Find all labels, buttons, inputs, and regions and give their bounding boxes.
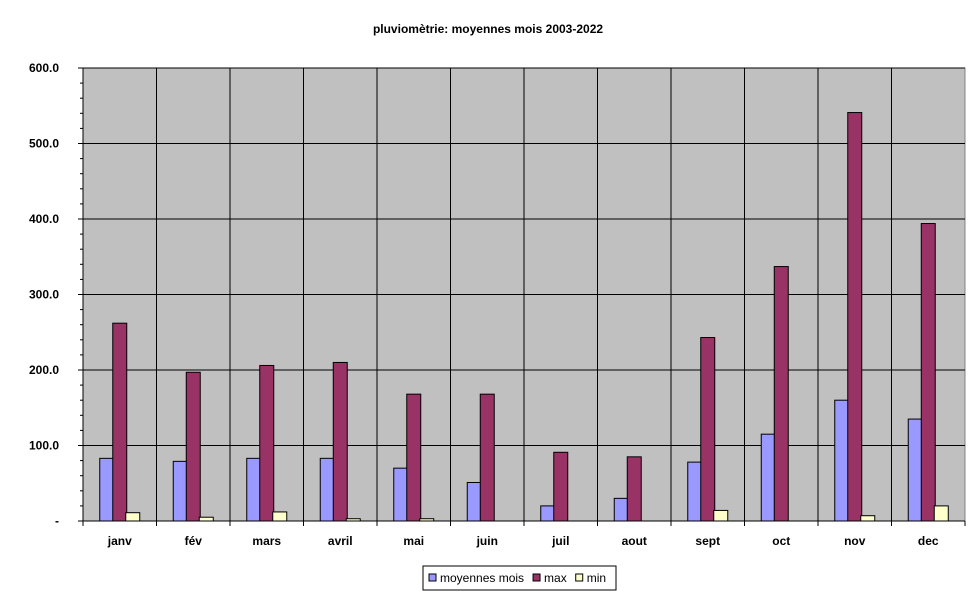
bar-moyennes-mois-juin: [466, 481, 482, 522]
y-tick-label: -: [55, 514, 59, 528]
x-tick-label-mai: mai: [403, 534, 424, 548]
x-tick-label-avril: avril: [328, 534, 353, 548]
bar-min-mars: [272, 511, 288, 522]
bar-max-nov: [847, 112, 863, 522]
bar-moyennes-mois-oct: [760, 433, 776, 522]
legend-swatch-moyennes-mois: [428, 573, 437, 582]
bar-moyennes-mois-fév: [172, 460, 188, 522]
legend: moyennes mois max min: [422, 565, 617, 591]
y-tick-labels: - 100.0 200.0 300.0 400.0 500.0 600.0: [29, 61, 59, 528]
bar-max-aout: [626, 456, 642, 522]
bar-moyennes-mois-avril: [319, 457, 335, 522]
x-tick-label-juil: juil: [551, 534, 569, 548]
bar-min-fév: [198, 516, 214, 522]
bar-moyennes-mois-mars: [246, 457, 262, 522]
bar-min-nov: [860, 515, 876, 522]
bar-max-oct: [773, 266, 789, 522]
x-tick-label-dec: dec: [918, 534, 939, 548]
y-tick-label: 500.0: [29, 137, 59, 151]
bar-moyennes-mois-dec: [907, 418, 923, 522]
bar-max-sept: [700, 337, 716, 522]
bar-min-janv: [125, 512, 141, 522]
bar-moyennes-mois-aout: [613, 497, 629, 522]
bar-min-sept: [713, 509, 729, 522]
x-tick-label-juin: juin: [476, 534, 498, 548]
bar-max-juin: [479, 393, 495, 522]
bar-max-janv: [112, 322, 128, 522]
legend-label-moyennes-mois: moyennes mois: [440, 571, 524, 585]
gridlines: [83, 67, 965, 521]
x-tick-label-janv: janv: [107, 534, 132, 548]
x-tick-label-oct: oct: [772, 534, 790, 548]
bar-max-fév: [185, 371, 201, 522]
x-tick-label-mars: mars: [252, 534, 281, 548]
x-tick-label-aout: aout: [622, 534, 647, 548]
y-tick-label: 400.0: [29, 212, 59, 226]
bar-moyennes-mois-mai: [393, 467, 409, 522]
y-tick-label: 100.0: [29, 439, 59, 453]
bar-max-dec: [920, 223, 936, 522]
legend-swatch-max: [532, 573, 541, 582]
y-tick-label: 300.0: [29, 288, 59, 302]
axes: [78, 67, 966, 526]
bar-max-mars: [259, 364, 275, 522]
x-tick-label-nov: nov: [844, 534, 866, 548]
bar-max-juil: [553, 451, 569, 522]
legend-box: [422, 565, 617, 591]
bar-moyennes-mois-juil: [540, 505, 556, 522]
bar-max-avril: [332, 361, 348, 522]
legend-swatch-min: [575, 573, 584, 582]
bars: [99, 112, 949, 522]
bar-max-mai: [406, 393, 422, 522]
y-tick-label: 600.0: [29, 61, 59, 75]
x-tick-label-sept: sept: [695, 534, 720, 548]
y-tick-label: 200.0: [29, 363, 59, 377]
x-tick-labels: janv fév mars avril mai juin juil aout sept oct no…: [107, 534, 939, 548]
chart-title: pluviomètrie: moyennes mois 2003-2022: [373, 22, 603, 36]
bar-moyennes-mois-nov: [834, 399, 850, 522]
bar-min-dec: [933, 505, 949, 522]
legend-label-max: max: [544, 571, 567, 585]
bar-moyennes-mois-janv: [99, 457, 115, 522]
bar-moyennes-mois-sept: [687, 461, 703, 522]
x-tick-label-fév: fév: [185, 534, 203, 548]
legend-label-min: min: [587, 571, 606, 585]
